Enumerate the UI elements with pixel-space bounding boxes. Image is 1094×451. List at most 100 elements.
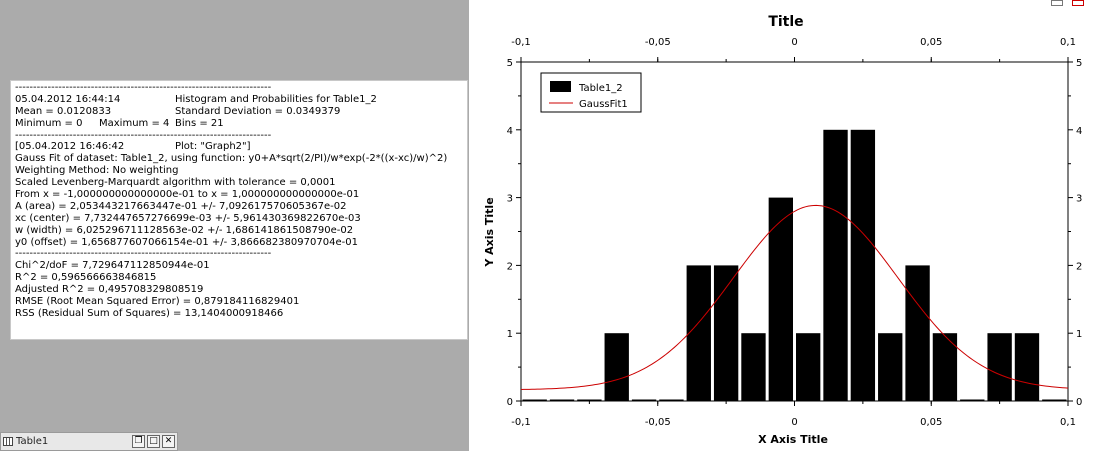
table-icon (3, 437, 13, 446)
log-text: ----------------------------------------… (15, 82, 272, 93)
histogram-bar (823, 129, 848, 402)
log-text-right: Bins = 21 (175, 117, 224, 129)
x-tick-label-top: -0,05 (645, 37, 671, 48)
chart-title: Title (768, 14, 803, 30)
log-text: Adjusted R^2 = 0,495708329808519 (15, 284, 204, 296)
x-tick-label-bottom: -0,05 (645, 417, 671, 428)
y-tick-label-left: 1 (507, 329, 513, 340)
log-text: ----------------------------------------… (15, 129, 272, 141)
histogram-bar (604, 333, 629, 401)
log-text: A (area) = 2,053443217663447e-01 +/- 7,0… (15, 200, 347, 212)
log-text: RSS (Residual Sum of Squares) = 13,14040… (15, 307, 284, 319)
maximize-button[interactable]: □ (147, 435, 160, 448)
x-tick-label-bottom: -0,1 (511, 417, 531, 428)
log-line: [05.04.2012 16:46:42 Plot: "Graph2"] (15, 141, 467, 153)
histogram-bar (577, 399, 602, 401)
gauss-fit-line (520, 204, 1069, 390)
log-text-mid: Maximum = 4 (99, 117, 170, 129)
histogram-chart: Title X Axis Title Y Axis Title -0,1 -0,1… (483, 14, 1082, 446)
y-tick-label-left: 2 (507, 261, 513, 272)
log-text: R^2 = 0,596566663846815 (15, 272, 157, 284)
histogram-bar (1042, 399, 1067, 401)
log-line: xc (center) = 7,732447657276699e-03 +/- … (15, 213, 467, 225)
legend-box (540, 72, 642, 113)
histogram-bar (522, 399, 547, 401)
log-text-right: Standard Deviation = 0.0349379 (175, 105, 341, 117)
log-text: xc (center) = 7,732447657276699e-03 +/- … (15, 212, 361, 224)
legend-label-fit: GaussFit1 (579, 99, 628, 110)
log-text: Chi^2/doF = 7,729647112850944e-01 (15, 260, 210, 272)
log-line: Minimum = 0 Maximum = 4 Bins = 21 (15, 118, 467, 130)
x-tick-label-bottom: 0 (791, 417, 797, 428)
x-tick-label-bottom: 0,05 (920, 417, 942, 428)
log-text: w (width) = 6,025296711128563e-02 +/- 1,… (15, 224, 354, 236)
y-tick-label-right: 4 (1076, 126, 1082, 137)
log-text: RMSE (Root Mean Squared Error) = 0,87918… (15, 296, 300, 308)
histogram-bar (850, 129, 876, 402)
minimized-window-table1[interactable]: Table1 ❐ □ ✕ (0, 432, 178, 451)
log-text: [05.04.2012 16:46:42 (15, 141, 125, 153)
legend-label-bar: Table1_2 (578, 83, 623, 94)
log-text: Minimum = 0 (15, 117, 83, 129)
log-line: Scaled Levenberg-Marquardt algorithm wit… (15, 177, 467, 189)
log-line: Gauss Fit of dataset: Table1_2, using fu… (15, 153, 467, 165)
log-text-right: Histogram and Probabilities for Table1_2 (175, 93, 377, 105)
window-menu-icon[interactable] (1051, 0, 1063, 6)
log-text: Mean = 0.0120833 (15, 105, 112, 117)
plot-frame (520, 61, 1069, 402)
y-tick-label-right: 3 (1076, 194, 1082, 205)
log-line: Adjusted R^2 = 0,495708329808519 (15, 284, 467, 296)
log-text: y0 (offset) = 1,656877607066154e-01 +/- … (15, 236, 358, 248)
y-tick-label-left: 0 (507, 397, 513, 408)
log-text: From x = -1,000000000000000e-01 to x = 1… (15, 189, 360, 201)
log-line: RMSE (Root Mean Squared Error) = 0,87918… (15, 296, 467, 308)
histogram-bar (686, 265, 711, 401)
histogram-bar (713, 265, 739, 401)
histogram-bar (987, 333, 1012, 401)
restore-button[interactable]: ❐ (132, 435, 145, 448)
y-axis-label: Y Axis Title (483, 197, 496, 267)
close-button[interactable]: ✕ (162, 435, 175, 448)
graph-window[interactable]: Title X Axis Title Y Axis Title -0,1 -0,1… (469, 0, 1094, 451)
histogram-bar (878, 333, 903, 401)
y-tick-label-right: 1 (1076, 329, 1082, 340)
log-line: R^2 = 0,596566663846815 (15, 272, 467, 284)
log-text: 05.04.2012 16:44:14 (15, 93, 121, 105)
results-log[interactable]: ----------------------------------------… (10, 80, 468, 340)
window-close-icon[interactable] (1072, 0, 1084, 6)
legend-swatch-bar (550, 81, 571, 92)
histogram-bar (659, 399, 684, 401)
log-line: w (width) = 6,025296711128563e-02 +/- 1,… (15, 225, 467, 237)
log-text-right: Plot: "Graph2"] (175, 141, 251, 153)
log-text: Scaled Levenberg-Marquardt algorithm wit… (15, 177, 336, 189)
log-line: 05.04.2012 16:44:14 Histogram and Probabi… (15, 94, 467, 106)
log-line: ----------------------------------------… (15, 248, 467, 260)
minimized-window-label: Table1 (16, 436, 49, 447)
y-tick-label-right: 0 (1076, 397, 1082, 408)
histogram-bar (768, 197, 793, 401)
histogram-bar (741, 333, 766, 401)
log-text: Weighting Method: No weighting (15, 165, 179, 177)
log-line: Chi^2/doF = 7,729647112850944e-01 (15, 260, 467, 272)
log-line: Weighting Method: No weighting (15, 165, 467, 177)
histogram-bar (1014, 333, 1040, 401)
y-tick-label-right: 5 (1076, 58, 1082, 69)
x-tick-label-top: 0,1 (1060, 37, 1076, 48)
histogram-bar (960, 399, 985, 401)
x-tick-label-top: 0 (791, 37, 797, 48)
histogram-bar (549, 399, 575, 401)
x-tick-label-bottom: 0,1 (1060, 417, 1076, 428)
histogram-bar (796, 333, 821, 401)
y-tick-label-left: 5 (507, 58, 513, 69)
y-tick-label-right: 2 (1076, 261, 1082, 272)
x-axis-label: X Axis Title (758, 433, 828, 446)
log-line: y0 (offset) = 1,656877607066154e-01 +/- … (15, 237, 467, 249)
histogram-bar (631, 399, 657, 401)
y-tick-label-left: 3 (507, 194, 513, 205)
log-line: ----------------------------------------… (15, 130, 467, 142)
x-tick-label-top: 0,05 (920, 37, 942, 48)
log-line: Mean = 0.0120833 Standard Deviation = 0.0… (15, 106, 467, 118)
log-line: RSS (Residual Sum of Squares) = 13,14040… (15, 308, 467, 320)
log-text: ----------------------------------------… (15, 248, 272, 260)
log-line: A (area) = 2,053443217663447e-01 +/- 7,0… (15, 201, 467, 213)
